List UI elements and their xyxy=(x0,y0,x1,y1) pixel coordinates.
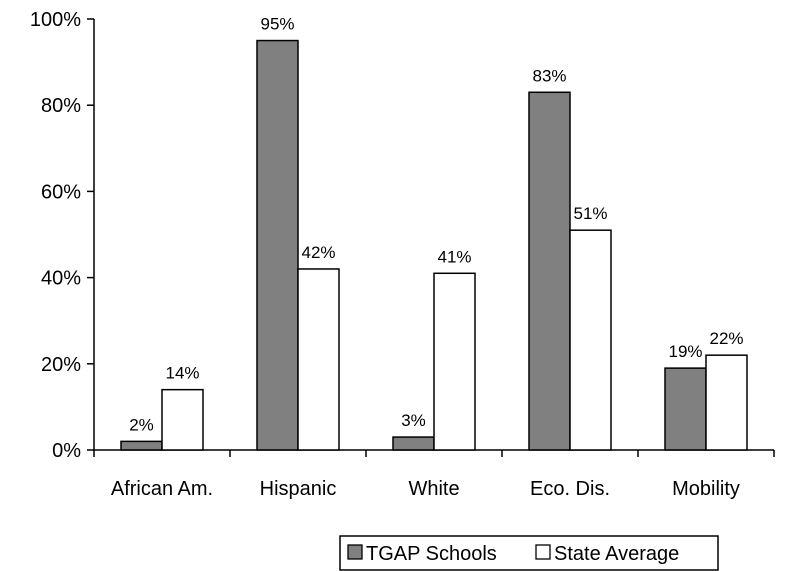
data-label: 95% xyxy=(260,15,294,34)
bar xyxy=(297,268,340,451)
legend-box xyxy=(339,535,719,571)
data-label: 14% xyxy=(165,364,199,383)
data-label: 3% xyxy=(401,411,426,430)
legend: TGAP Schools State Average xyxy=(339,535,719,571)
x-tick-label: White xyxy=(408,478,459,500)
data-label: 41% xyxy=(437,247,471,266)
bar xyxy=(705,354,748,451)
y-tick-label: 20% xyxy=(41,354,81,376)
bar xyxy=(528,91,571,451)
x-tick-label: Eco. Dis. xyxy=(530,478,610,500)
bar xyxy=(433,272,476,451)
data-label: 22% xyxy=(709,329,743,348)
bar xyxy=(569,229,612,451)
bars xyxy=(120,39,748,451)
data-label: 42% xyxy=(301,243,335,262)
data-label: 2% xyxy=(129,415,154,434)
legend-swatch xyxy=(347,544,363,560)
x-tick-label: African Am. xyxy=(111,478,213,500)
legend-label: TGAP Schools xyxy=(366,543,497,565)
data-label: 83% xyxy=(532,66,566,85)
legend-swatch xyxy=(535,544,551,560)
bar xyxy=(161,388,204,451)
y-tick-label: 60% xyxy=(41,181,81,203)
bar xyxy=(392,436,435,451)
bar xyxy=(664,367,707,451)
y-tick-label: 0% xyxy=(52,440,81,462)
data-label: 19% xyxy=(668,342,702,361)
bar xyxy=(120,440,163,451)
y-tick-label: 40% xyxy=(41,268,81,290)
y-axis: 0% 20% 40% 60% 80% 100% xyxy=(30,9,95,462)
y-tick-label: 80% xyxy=(41,95,81,117)
x-tick-label: Hispanic xyxy=(260,478,337,500)
bar xyxy=(256,39,299,451)
data-labels: 2% 95% 3% 83% 19% 14% 42% 41% 51% 22% xyxy=(129,15,743,435)
data-label: 51% xyxy=(573,204,607,223)
x-axis: African Am. Hispanic White Eco. Dis. Mobilit… xyxy=(93,449,775,500)
x-tick-label: Mobility xyxy=(672,478,740,500)
legend-label: State Average xyxy=(554,543,679,565)
y-tick-label: 100% xyxy=(30,9,81,31)
